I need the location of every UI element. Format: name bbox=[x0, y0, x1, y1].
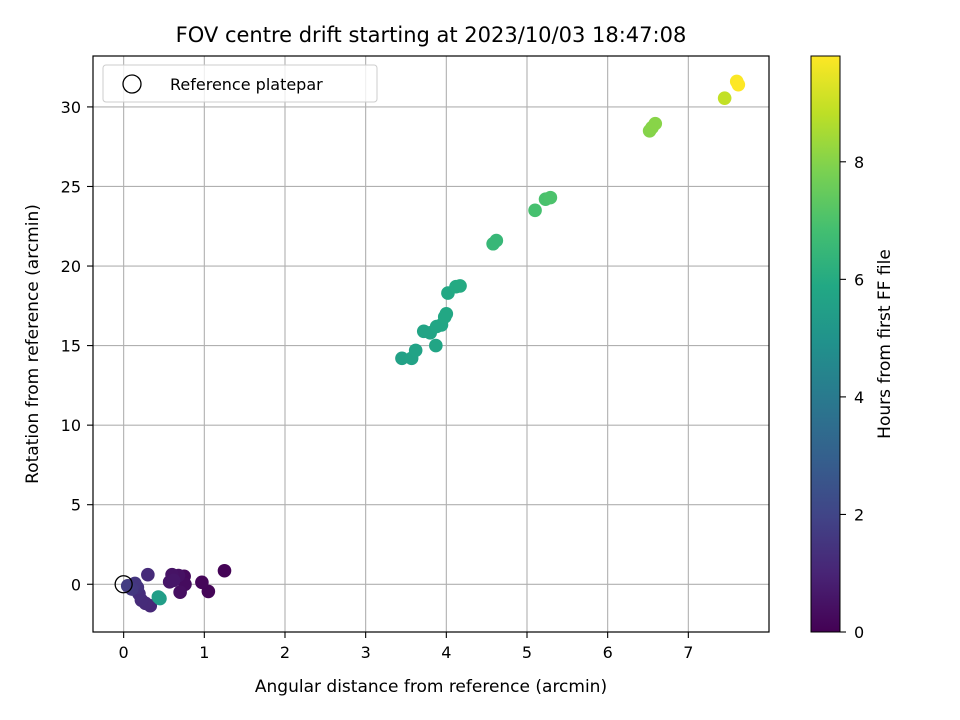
data-point bbox=[153, 591, 167, 606]
colorbar-gradient bbox=[810, 55, 841, 633]
legend: Reference platepar bbox=[102, 64, 378, 103]
x-tick-label: 0 bbox=[119, 643, 129, 662]
colorbar-ticks: 0 2 4 6 8 bbox=[840, 153, 864, 642]
data-point bbox=[543, 190, 558, 205]
x-tick-label: 6 bbox=[603, 643, 613, 662]
data-point bbox=[408, 343, 423, 358]
colorbar-tick-label: 8 bbox=[854, 153, 864, 172]
data-point bbox=[166, 573, 181, 588]
legend-box bbox=[102, 64, 378, 103]
y-tick-label: 20 bbox=[61, 257, 81, 276]
colorbar-tick-label: 4 bbox=[854, 388, 864, 407]
data-points bbox=[120, 74, 746, 613]
data-point bbox=[731, 77, 746, 92]
x-tick-label: 2 bbox=[280, 643, 290, 662]
y-tick-label: 5 bbox=[71, 496, 81, 515]
x-tick-label: 1 bbox=[199, 643, 209, 662]
data-point bbox=[489, 233, 504, 248]
colorbar-tick-label: 2 bbox=[854, 505, 864, 524]
plot-frame bbox=[92, 55, 770, 633]
x-tick-label: 5 bbox=[522, 643, 532, 662]
data-point bbox=[528, 203, 542, 218]
y-tick-label: 15 bbox=[61, 337, 81, 356]
x-axis-label: Angular distance from reference (arcmin) bbox=[255, 677, 607, 697]
data-point bbox=[439, 306, 454, 321]
data-point bbox=[217, 563, 232, 578]
data-point bbox=[141, 567, 155, 582]
y-tick-label: 30 bbox=[61, 98, 81, 117]
y-axis-label: Rotation from reference (arcmin) bbox=[23, 204, 43, 484]
chart-title: FOV centre drift starting at 2023/10/03 … bbox=[176, 23, 687, 47]
data-point bbox=[453, 279, 467, 293]
reference-platepar-marker bbox=[114, 575, 133, 594]
colorbar-tick-label: 0 bbox=[854, 623, 864, 642]
data-point bbox=[195, 575, 209, 590]
legend-reference-marker bbox=[122, 74, 142, 94]
data-point bbox=[429, 338, 443, 353]
x-tick-label: 3 bbox=[361, 643, 371, 662]
colorbar-label: Hours from first FF file bbox=[875, 249, 895, 439]
x-axis-ticks: 0 1 2 3 4 5 6 7 bbox=[119, 632, 693, 662]
data-point bbox=[648, 116, 663, 131]
colorbar-tick-label: 6 bbox=[854, 270, 864, 289]
data-point bbox=[395, 351, 409, 366]
legend-entry-reference: Reference platepar bbox=[170, 75, 323, 94]
y-tick-label: 25 bbox=[61, 177, 81, 196]
data-point bbox=[173, 585, 187, 600]
y-tick-label: 10 bbox=[61, 416, 81, 435]
grid-lines bbox=[93, 56, 769, 632]
y-tick-label: 0 bbox=[71, 575, 81, 594]
x-tick-label: 7 bbox=[683, 643, 693, 662]
data-point bbox=[717, 91, 732, 105]
x-tick-label: 4 bbox=[441, 643, 451, 662]
y-axis-ticks: 0 5 10 15 20 25 30 bbox=[61, 98, 93, 594]
colorbar: 0 2 4 6 8 Hours from first FF file bbox=[810, 55, 895, 642]
